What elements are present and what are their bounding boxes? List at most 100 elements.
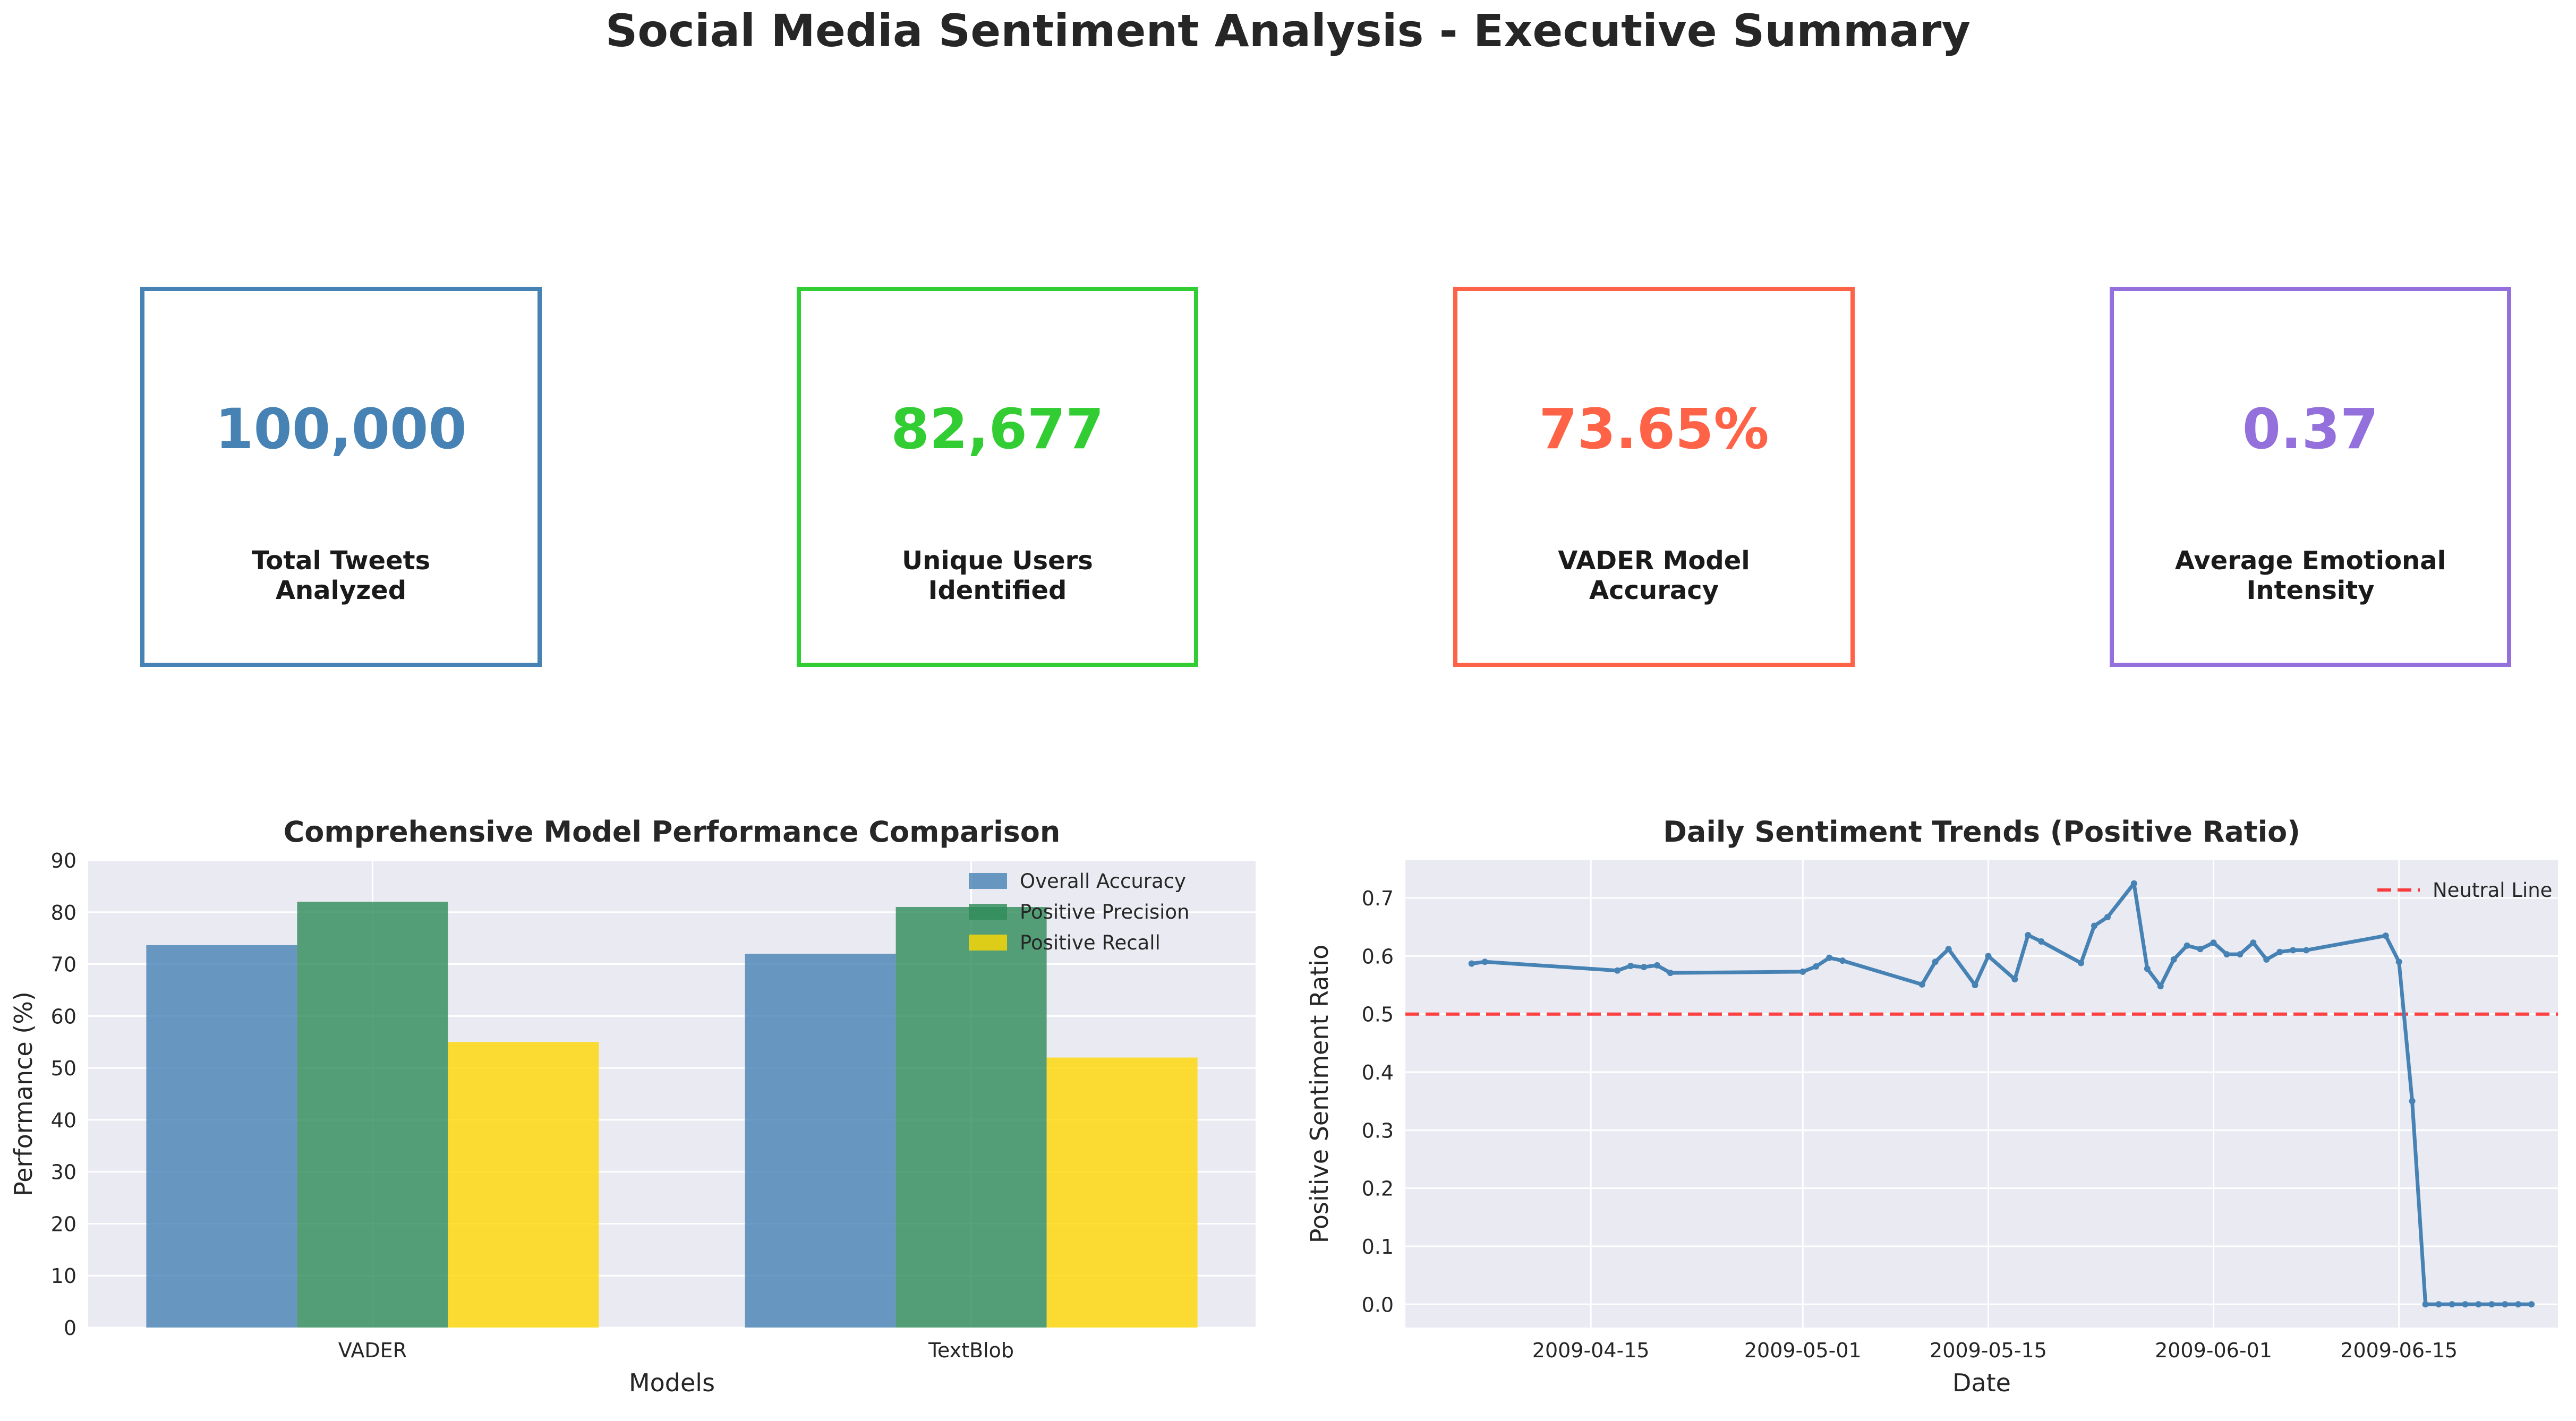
x-tick-label: 2009-04-15 [1532, 1339, 1650, 1362]
y-tick-label: 30 [51, 1161, 76, 1184]
data-point [2263, 956, 2270, 963]
data-point [1627, 962, 1634, 969]
x-axis-label: Date [1952, 1368, 2011, 1397]
y-axis-label: Positive Sentiment Ratio [1305, 945, 1334, 1243]
bar [895, 907, 1047, 1328]
data-point [1813, 963, 1820, 970]
data-point [2183, 942, 2190, 949]
legend-swatch [969, 904, 1007, 920]
kpi-label: Total Tweets Analyzed [251, 546, 431, 605]
data-point [2170, 956, 2177, 963]
y-tick-label: 10 [51, 1264, 76, 1288]
daily-sentiment-line-chart: 0.0 0.1 0.2 0.3 0.4 0.5 0.6 0.7 2009-04-15 2009-0… [1305, 815, 2558, 1397]
data-point [2276, 948, 2283, 955]
plot-background [1405, 860, 2558, 1328]
kpi-value: 73.65% [1539, 397, 1769, 461]
y-tick-label: 0.5 [1362, 1003, 1394, 1026]
data-point [1614, 967, 1621, 974]
y-tick-label: 0.1 [1362, 1235, 1394, 1259]
y-tick-label: 60 [51, 1005, 76, 1028]
kpi-card-emotional-intensity: 0.37 Average Emotional Intensity [2110, 287, 2511, 667]
data-point [2237, 951, 2244, 958]
data-point [2502, 1301, 2509, 1308]
y-tick-label: 70 [51, 953, 76, 977]
data-point [2078, 960, 2085, 966]
data-point [1839, 957, 1846, 964]
data-point [2395, 958, 2402, 965]
legend-label: Overall Accuracy [1020, 870, 1186, 893]
bar [297, 902, 448, 1328]
data-point [2144, 965, 2151, 972]
data-point [1826, 954, 1833, 961]
bar [1046, 1057, 1198, 1328]
model-performance-bar-chart: 0 10 20 30 40 50 60 70 80 90 VADER TextBlob Comprehe… [9, 815, 1256, 1397]
data-point [1799, 968, 1806, 975]
data-point [2130, 880, 2137, 887]
data-point [1918, 981, 1925, 988]
legend-swatch [969, 935, 1007, 951]
y-tick-label: 40 [51, 1109, 76, 1132]
x-axis-label: Models [629, 1368, 715, 1397]
data-point [2488, 1301, 2495, 1308]
y-axis-label: Performance (%) [9, 991, 38, 1196]
data-point [2422, 1301, 2429, 1308]
kpi-value: 82,677 [891, 397, 1104, 461]
chart-title: Comprehensive Model Performance Comparis… [284, 815, 1061, 849]
kpi-label: Unique Users Identified [902, 546, 1093, 605]
data-point [1640, 964, 1647, 971]
legend-label: Positive Recall [1020, 931, 1161, 954]
y-tick-label: 80 [51, 901, 76, 924]
kpi-value: 0.37 [2242, 397, 2379, 461]
data-point [1653, 962, 1660, 969]
y-tick-label: 0.0 [1362, 1293, 1394, 1316]
x-tick-label: TextBlob [928, 1339, 1014, 1362]
y-tick-label: 20 [51, 1212, 76, 1236]
data-point [2435, 1301, 2442, 1308]
data-point [2290, 947, 2297, 954]
page-title: Social Media Sentiment Analysis - Execut… [605, 5, 1971, 57]
data-point [1932, 958, 1939, 965]
data-point [2038, 938, 2045, 945]
data-point [2157, 983, 2164, 990]
kpi-card-unique-users: 82,677 Unique Users Identified [797, 287, 1198, 667]
y-tick-label: 50 [51, 1057, 76, 1080]
data-point [2250, 939, 2257, 946]
data-point [1945, 946, 1952, 953]
y-tick-label: 0.4 [1362, 1061, 1394, 1084]
chart-title: Daily Sentiment Trends (Positive Ratio) [1663, 815, 2300, 849]
x-tick-label: 2009-06-01 [2155, 1339, 2272, 1362]
data-point [2303, 947, 2310, 954]
bar [146, 945, 297, 1328]
y-tick-label: 0.7 [1362, 887, 1394, 910]
data-point [1481, 958, 1488, 965]
x-tick-label: 2009-05-01 [1744, 1339, 1862, 1362]
kpi-label: VADER Model Accuracy [1558, 546, 1750, 605]
x-tick-label: 2009-06-15 [2340, 1339, 2458, 1362]
data-point [2409, 1098, 2416, 1105]
data-point [2104, 914, 2111, 921]
data-point [2382, 932, 2389, 939]
data-point [1667, 970, 1674, 977]
data-point [2515, 1301, 2522, 1308]
legend-label: Positive Precision [1020, 901, 1190, 923]
legend-label: Neutral Line [2433, 879, 2552, 902]
kpi-label: Average Emotional Intensity [2174, 546, 2446, 605]
y-tick-label: 0 [64, 1316, 76, 1340]
data-point [2475, 1301, 2482, 1308]
data-point [2462, 1301, 2469, 1308]
bar [745, 954, 896, 1328]
data-point [2011, 976, 2018, 983]
data-point [2449, 1301, 2455, 1308]
data-point [2025, 932, 2032, 939]
data-point [2223, 951, 2230, 958]
x-tick-label: VADER [338, 1339, 407, 1362]
data-point [1468, 960, 1475, 967]
y-tick-label: 0.2 [1362, 1177, 1394, 1201]
data-point [2210, 939, 2217, 946]
data-point [2091, 922, 2098, 929]
data-point [2197, 946, 2204, 953]
bar [448, 1042, 599, 1328]
kpi-value: 100,000 [215, 397, 467, 461]
y-tick-label: 90 [51, 849, 76, 872]
x-tick-label: 2009-05-15 [1930, 1339, 2047, 1362]
